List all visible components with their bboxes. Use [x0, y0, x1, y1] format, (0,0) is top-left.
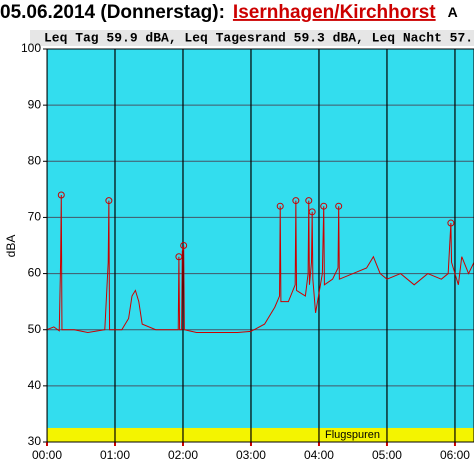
title-tail: A [448, 4, 458, 20]
chart-title: 05.06.2014 (Donnerstag): Isernhagen/Kirch… [0, 2, 458, 23]
peak-marker [276, 202, 284, 210]
series-line [47, 194, 474, 334]
plot: Flugspuren [47, 49, 474, 443]
date: 05.06.2014 (Donnerstag): [0, 2, 225, 23]
y-tick-label: 80 [28, 153, 42, 167]
peak-marker [308, 208, 316, 216]
x-tick-label: 00:00 [32, 448, 62, 462]
y-tick-label: 30 [28, 434, 42, 448]
peak-marker [175, 253, 183, 261]
peak-marker [292, 197, 300, 205]
y-tick-label: 90 [28, 97, 42, 111]
peak-marker [335, 202, 343, 210]
flight-band [47, 427, 474, 442]
x-tick-label: 06:00 [440, 448, 470, 462]
x-tick-label: 02:00 [168, 448, 198, 462]
x-tick-label: 01:00 [100, 448, 130, 462]
peak-marker [447, 219, 455, 227]
y-tick-label: 60 [28, 266, 42, 280]
band-label: Flugspuren [325, 429, 380, 441]
x-tick-label: 05:00 [372, 448, 402, 462]
plot-frame [46, 48, 474, 443]
y-tick-label: 100 [21, 41, 41, 55]
subtitle-bar [30, 30, 474, 46]
x-tick-label: 04:00 [304, 448, 334, 462]
peak-marker [57, 191, 65, 199]
axes: 30 40 50 60 70 80 90 100 00:00 01:00 02:00 03:00 04:… [21, 41, 474, 462]
x-tick-label: 03:00 [236, 448, 266, 462]
peak-marker [105, 197, 113, 205]
plot-background [47, 49, 474, 442]
peak-marker [180, 242, 188, 249]
y-tick-label: 70 [28, 210, 42, 224]
y-tick-label: 40 [28, 378, 42, 392]
peak-marker [320, 202, 328, 210]
peak-marker [305, 197, 313, 205]
subtitle: Leq Tag 59.9 dBA, Leq Tagesrand 59.3 dBA… [44, 30, 473, 45]
y-axis-label: dBA [4, 235, 18, 258]
location: Isernhagen/Kirchhorst [233, 2, 436, 23]
y-tick-label: 50 [28, 322, 42, 336]
